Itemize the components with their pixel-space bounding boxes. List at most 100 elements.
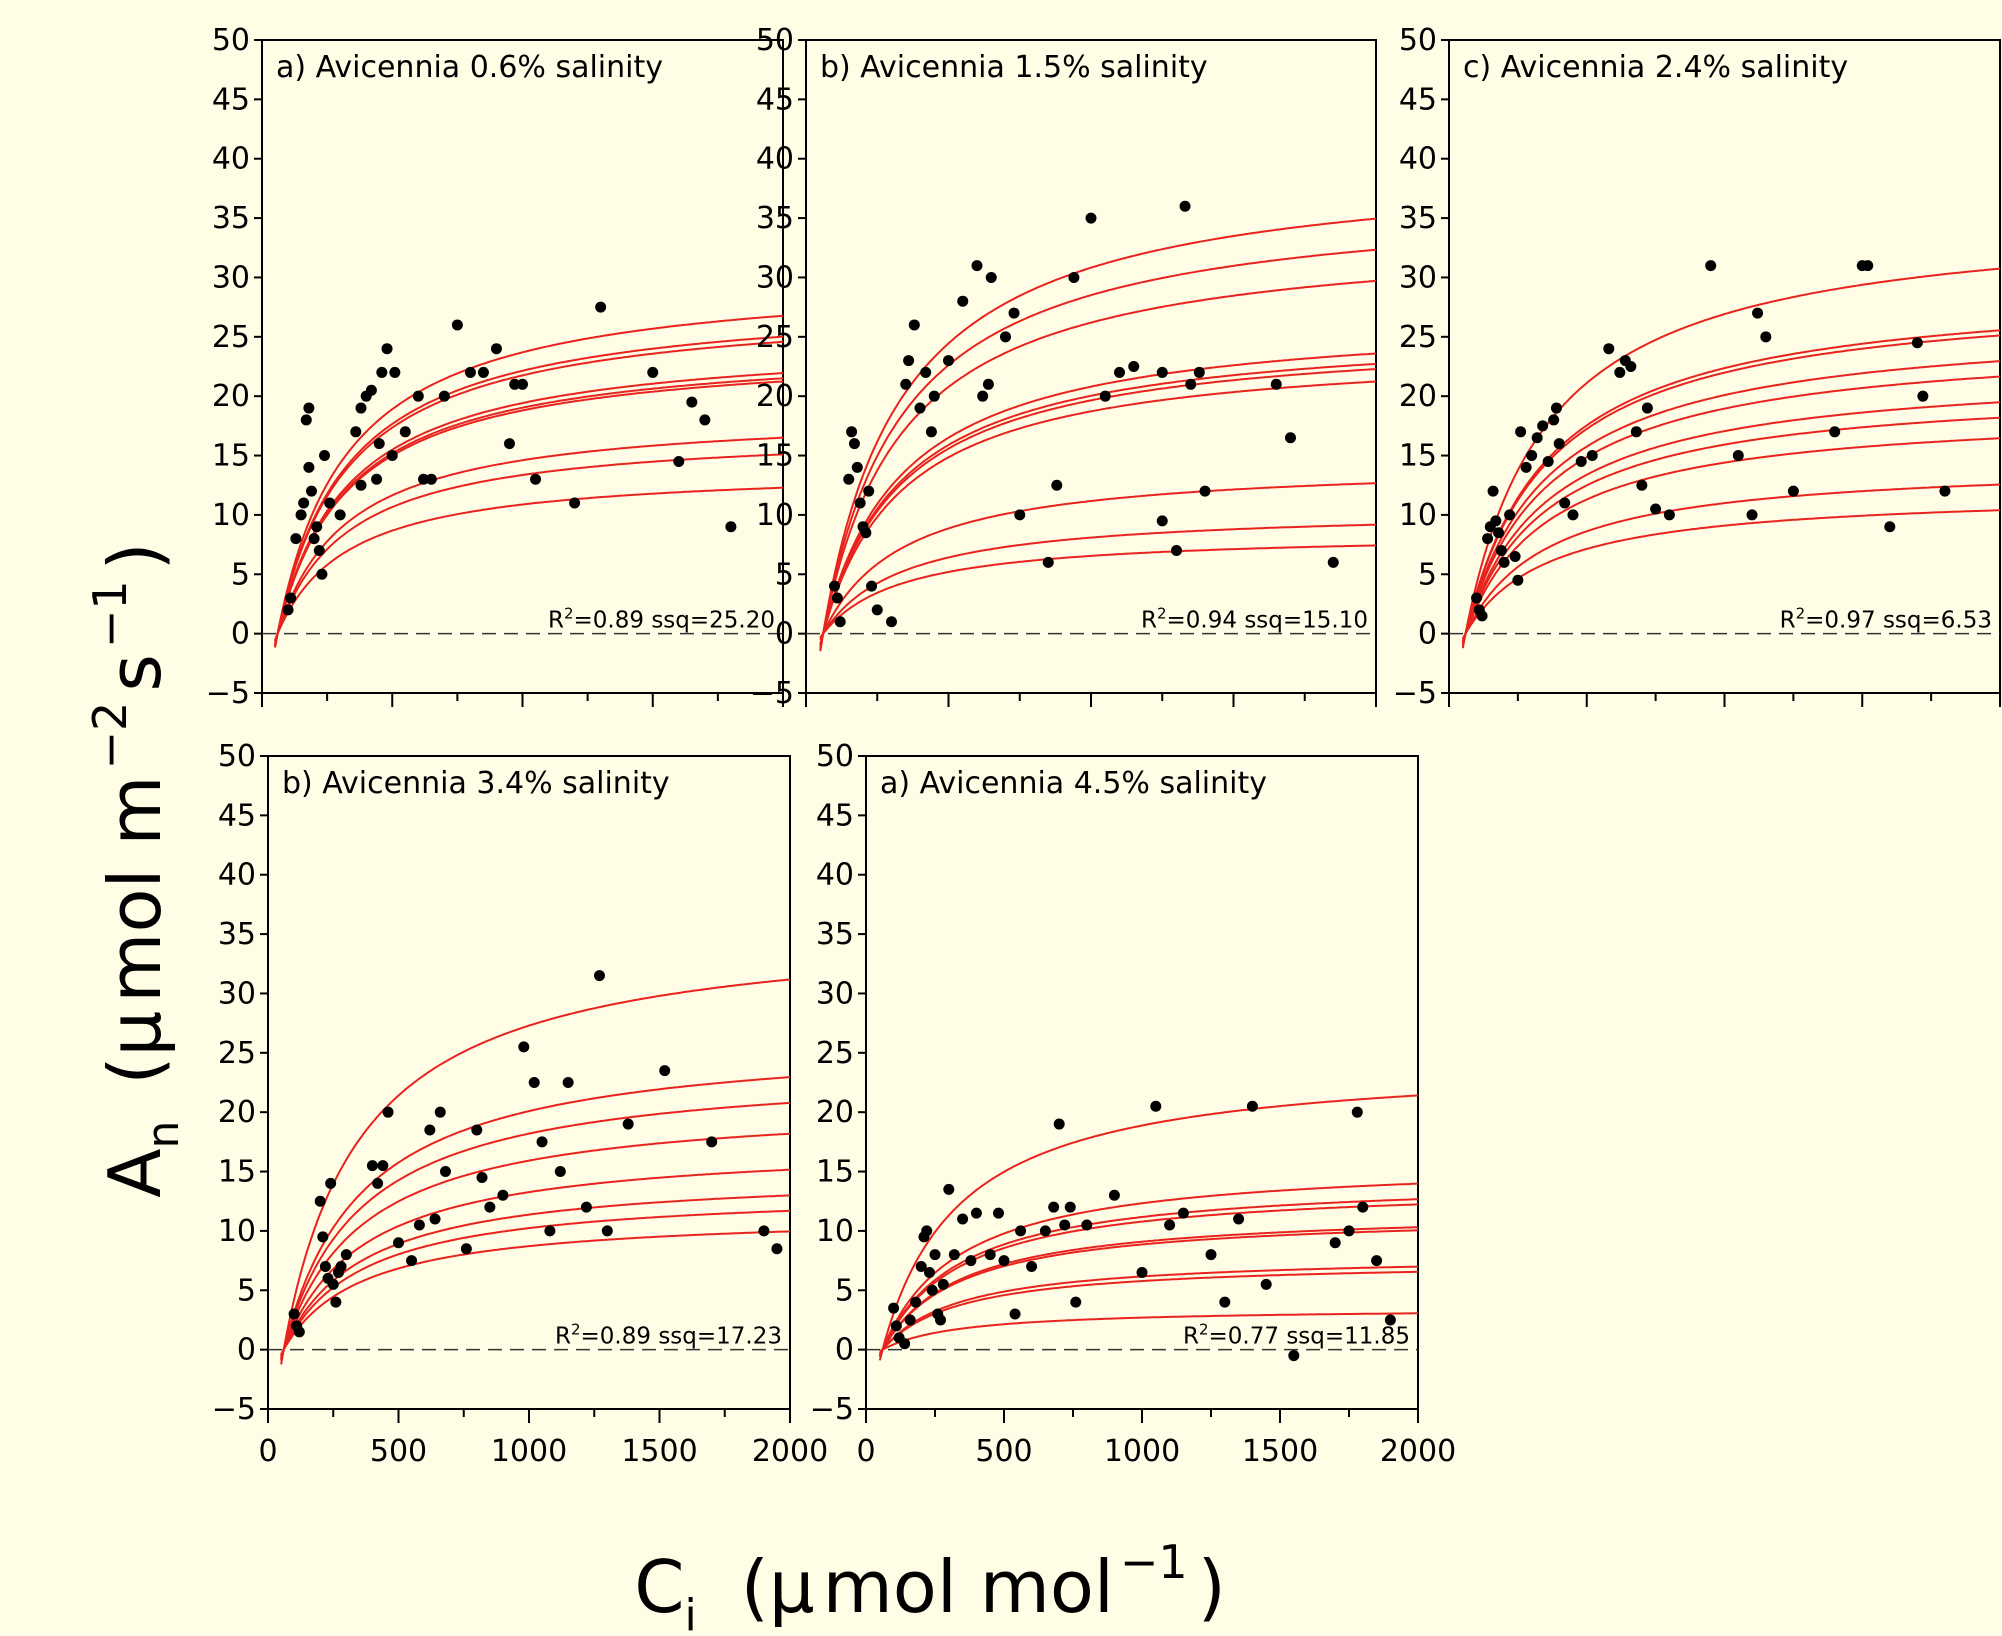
panel-2-data-point	[957, 295, 969, 307]
panel-5-data-point	[1150, 1100, 1162, 1112]
panel-2-y-tick-label: −5	[750, 676, 794, 711]
panel-3-data-point	[1515, 426, 1527, 438]
panel-1-y-tick-label: 20	[212, 379, 250, 414]
panel-2-y-tick-label: 30	[756, 260, 794, 295]
panel-1-data-point	[530, 473, 542, 485]
panel-4-data-point	[382, 1106, 394, 1118]
panel-2-data-point	[860, 527, 872, 539]
panel-3-data-point	[1567, 509, 1579, 521]
panel-5-data-point	[970, 1207, 982, 1219]
panel-5-data-point	[1205, 1249, 1217, 1261]
panel-2-data-point	[863, 485, 875, 497]
panel-5-y-tick-label: 50	[816, 739, 854, 774]
panel-1-data-point	[389, 366, 401, 378]
panel-5-data-point	[904, 1314, 916, 1326]
panel-4-y-tick-label: 10	[218, 1214, 256, 1249]
panel-5-data-point	[929, 1249, 941, 1261]
panel-4-fit-stats: R2=0.89 ssq=17.23	[555, 1321, 782, 1350]
panel-1-y-tick-label: 15	[212, 439, 250, 474]
panel-4-fit-curve	[280, 1076, 791, 1361]
panel-4-y-tick-label: 20	[218, 1095, 256, 1130]
panel-5-data-point	[965, 1255, 977, 1267]
panel-1-data-point	[365, 384, 377, 396]
panel-1-fit-curve	[274, 486, 784, 641]
panel-4-x-tick-label: 500	[370, 1434, 427, 1469]
panel-3-data-point	[1614, 366, 1626, 378]
panel-2-data-point	[1008, 307, 1020, 319]
panel-5-data-point	[1384, 1314, 1396, 1326]
panel-3-data-point	[1787, 485, 1799, 497]
panel-4-y-tick-label: 50	[218, 739, 256, 774]
panel-4-data-point	[622, 1118, 634, 1130]
panel-5-y-tick-label: 0	[835, 1333, 854, 1368]
panel-2-data-point	[1270, 378, 1282, 390]
panel-4-data-point	[325, 1177, 337, 1189]
panel-3-data-point	[1732, 450, 1744, 462]
panel-1-y-tick-label: 35	[212, 201, 250, 236]
panel-4-data-point	[393, 1237, 404, 1249]
panel-5-data-point	[1064, 1201, 1076, 1213]
panel-1-data-point	[509, 378, 521, 390]
panel-3-fit-curve	[1461, 401, 2001, 644]
panel-1-data-point	[451, 319, 463, 331]
panel-5-data-point	[1039, 1225, 1051, 1237]
panel-3-data-point	[1760, 331, 1772, 343]
panel-2-data-point	[900, 378, 912, 390]
panel-3-y-tick-label: 30	[1399, 260, 1437, 295]
panel-2-data-point	[1156, 515, 1168, 527]
panel-1-data-point	[373, 438, 385, 450]
panel-5-data-point	[943, 1183, 955, 1195]
panel-1-fit-curve	[274, 377, 784, 646]
panel-2-fit-curve	[819, 352, 1377, 646]
panel-3-fit-stats: R2=0.97 ssq=6.53	[1780, 605, 1992, 634]
x-axis-label: Ci (μ mol mol −1)	[634, 1535, 1226, 1636]
panel-3-data-point	[1548, 414, 1560, 426]
panel-4-data-point	[544, 1225, 556, 1237]
panel-4-fit-curve	[280, 1194, 791, 1357]
panel-1-data-point	[282, 604, 294, 616]
panel-4-data-point	[562, 1077, 574, 1088]
panel-5-fit-curve	[879, 1270, 1419, 1354]
panel-2-data-point	[1085, 212, 1097, 224]
panel-4-data-point	[476, 1171, 488, 1183]
panel-3-data-point	[1650, 503, 1662, 515]
panel-2-fit-curve	[819, 380, 1377, 645]
panel-3-data-point	[1603, 343, 1615, 355]
panel-3-data-point	[1553, 438, 1565, 450]
panel-3-y-tick-label: −5	[1393, 676, 1437, 711]
panel-4-data-point	[601, 1225, 613, 1237]
panel-3-data-point	[1512, 574, 1524, 586]
panel-1-data-point	[350, 426, 362, 438]
panel-2-title: b) Avicennia 1.5% salinity	[820, 50, 1208, 85]
panel-5-y-tick-label: 25	[816, 1036, 854, 1071]
panel-3-data-point	[1636, 479, 1648, 491]
panel-4-data-point	[293, 1326, 305, 1338]
panel-2-data-point	[1179, 200, 1191, 212]
panel-4-data-point	[758, 1225, 770, 1237]
panel-1-data-point	[595, 301, 607, 313]
panel-5-fit-curve	[878, 1182, 1419, 1358]
panel-4-y-tick-label: 0	[237, 1333, 256, 1368]
panel-2-data-point	[903, 355, 915, 367]
panel-1-fit-stats: R2=0.89 ssq=25.20	[548, 605, 775, 634]
panel-4-title: b) Avicennia 3.4% salinity	[282, 766, 670, 801]
panel-3-y-tick-label: 40	[1399, 142, 1437, 177]
panel-4-data-point	[340, 1249, 352, 1261]
panel-5-y-tick-label: 15	[816, 1155, 854, 1190]
panel-2-data-point	[848, 438, 860, 450]
panel-5-data-point	[1108, 1189, 1120, 1201]
panel-3-data-point	[1705, 260, 1717, 272]
svg-text:An(μmol m−2s−1): An(μmol m−2s−1)	[83, 542, 189, 1198]
panel-5-data-point	[1026, 1261, 1038, 1273]
panel-2-data-point	[908, 319, 920, 331]
panel-5-data-point	[921, 1225, 933, 1237]
panel-4-data-point	[314, 1195, 326, 1207]
panel-5-y-tick-label: 20	[816, 1095, 854, 1130]
panel-4-data-point	[327, 1278, 339, 1290]
panel-3-data-point	[1630, 426, 1642, 438]
panel-5-fit-curve	[879, 1312, 1418, 1353]
panel-1-data-point	[305, 485, 317, 497]
panel-2-fit-curve	[819, 217, 1377, 652]
panel-3: −5 0 5 10 15 20 25 30 35 40 45 50 c) Avicennia 2.4% …	[1393, 23, 2001, 711]
